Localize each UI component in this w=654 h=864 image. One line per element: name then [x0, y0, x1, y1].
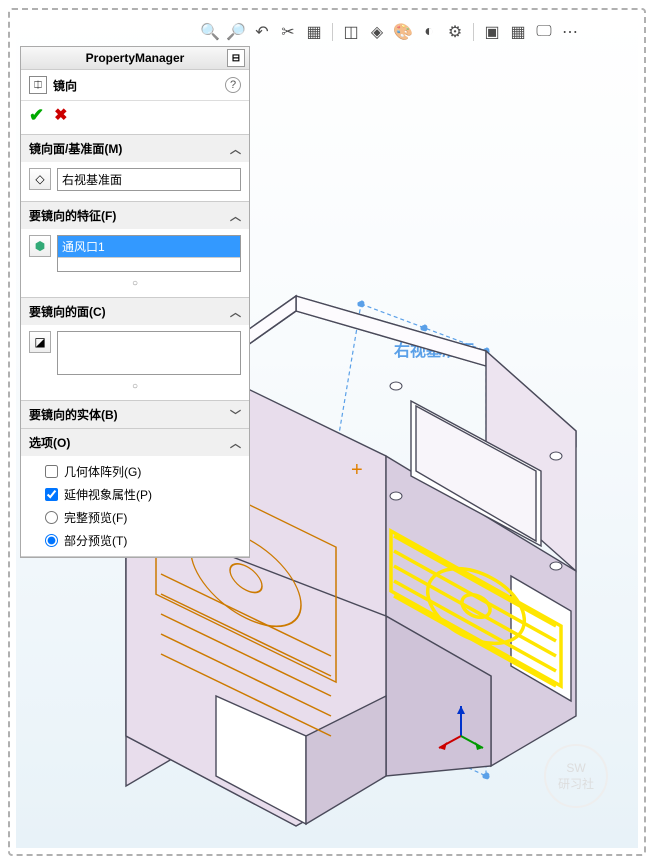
partial-preview-radio[interactable]	[45, 534, 58, 547]
plane-select-icon[interactable]: ◇	[29, 168, 51, 190]
feature-title-row: ⎅ 镜向 ?	[21, 70, 249, 101]
zoom-fit-icon[interactable]: 🔍	[200, 22, 220, 42]
more-icon[interactable]: ⋯	[560, 22, 580, 42]
faces-list[interactable]	[57, 331, 241, 375]
apply-scene-icon[interactable]: ◐	[419, 22, 439, 42]
section-features[interactable]: 要镜向的特征(F) ︿	[21, 202, 249, 229]
cube2-icon[interactable]: ▦	[508, 22, 528, 42]
property-manager-panel: PropertyManager ⊟ ⎅ 镜向 ? ✔ ✖ 镜向面/基准面(M) …	[20, 46, 250, 558]
prev-view-icon[interactable]: ↶	[252, 22, 272, 42]
resize-handle[interactable]: ○	[29, 276, 241, 291]
origin-marker: +	[351, 459, 363, 481]
chevron-up-icon: ︿	[230, 435, 241, 451]
geom-pattern-checkbox[interactable]	[45, 465, 58, 478]
selected-feature[interactable]: 通风口1	[58, 236, 240, 257]
cancel-button[interactable]: ✖	[54, 105, 67, 126]
display-style-icon[interactable]: ◫	[341, 22, 361, 42]
pm-header: PropertyManager ⊟	[21, 47, 249, 70]
view-toolbar: 🔍 🔎 ↶ ✂ ▦ ◫ ◈ 🎨 ◐ ⚙ ▣ ▦ 🖵 ⋯	[196, 16, 638, 48]
option-geom-pattern[interactable]: 几何体阵列(G)	[21, 460, 249, 483]
propagate-checkbox[interactable]	[45, 488, 58, 501]
zoom-area-icon[interactable]: 🔎	[226, 22, 246, 42]
ok-button[interactable]: ✔	[29, 105, 44, 126]
section-options[interactable]: 选项(O) ︿	[21, 429, 249, 456]
pin-icon[interactable]: ⊟	[227, 49, 245, 67]
edit-appearance-icon[interactable]: 🎨	[393, 22, 413, 42]
option-partial-preview[interactable]: 部分预览(T)	[21, 529, 249, 552]
chevron-down-icon: ﹀	[230, 407, 241, 423]
section-bodies[interactable]: 要镜向的实体(B) ﹀	[21, 401, 249, 428]
face-select-icon[interactable]: ◪	[29, 331, 51, 353]
hide-show-icon[interactable]: ◈	[367, 22, 387, 42]
cube-icon[interactable]: ▣	[482, 22, 502, 42]
option-full-preview[interactable]: 完整预览(F)	[21, 506, 249, 529]
watermark: SW 研习社	[544, 744, 608, 808]
pm-title: PropertyManager	[86, 51, 185, 65]
chevron-up-icon: ︿	[230, 141, 241, 157]
resize-handle[interactable]: ○	[29, 379, 241, 394]
mirror-icon: ⎅	[29, 76, 47, 94]
full-preview-radio[interactable]	[45, 511, 58, 524]
view-orient-icon[interactable]: ▦	[304, 22, 324, 42]
mirror-plane-field[interactable]: 右视基准面	[57, 168, 241, 191]
section-mirror-plane[interactable]: 镜向面/基准面(M) ︿	[21, 135, 249, 162]
feature-name: 镜向	[53, 77, 225, 94]
view-settings-icon[interactable]: ⚙	[445, 22, 465, 42]
chevron-up-icon: ︿	[230, 304, 241, 320]
feature-select-icon[interactable]: ⬢	[29, 235, 51, 257]
features-list[interactable]: 通风口1	[57, 235, 241, 272]
confirm-row: ✔ ✖	[21, 101, 249, 135]
chevron-up-icon: ︿	[230, 208, 241, 224]
section-icon[interactable]: ✂	[278, 22, 298, 42]
separator	[332, 23, 333, 41]
separator	[473, 23, 474, 41]
section-faces[interactable]: 要镜向的面(C) ︿	[21, 298, 249, 325]
help-icon[interactable]: ?	[225, 77, 241, 93]
screen-icon[interactable]: 🖵	[534, 22, 554, 42]
option-propagate[interactable]: 延伸视象属性(P)	[21, 483, 249, 506]
